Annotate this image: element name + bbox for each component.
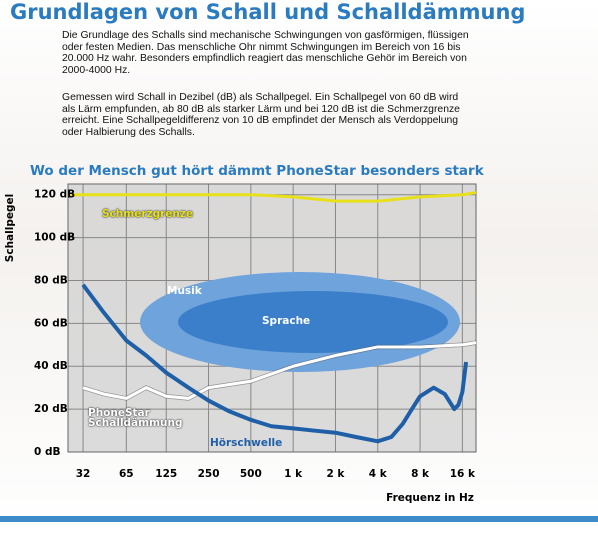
series-line	[81, 283, 469, 444]
y-tick-label: 40 dB	[34, 360, 68, 372]
y-tick-label: 80 dB	[34, 274, 68, 286]
series-line	[82, 341, 477, 400]
y-tick-label: 60 dB	[34, 317, 68, 329]
region-label: Musik	[167, 285, 203, 297]
x-tick-label: 65	[119, 468, 134, 480]
region-label: Sprache	[262, 315, 310, 327]
x-tick-label: 250	[198, 468, 220, 480]
series-label: Hörschwelle	[210, 437, 283, 449]
series-line	[68, 191, 477, 203]
page-title: Grundlagen von Schall und Schalldämmung	[10, 0, 526, 24]
x-tick-label: 500	[240, 468, 262, 480]
x-tick-label: 4 k	[369, 468, 388, 480]
series-label: Schmerzgrenze	[102, 208, 194, 220]
paragraph: Die Grundlage des Schalls sind mechanisc…	[62, 30, 469, 76]
chart-title: Wo der Mensch gut hört dämmt PhoneStar b…	[30, 163, 485, 179]
plot-frame	[67, 183, 477, 453]
x-tick-label: 16 k	[450, 468, 476, 480]
y-axis-label: Schallpegel	[4, 194, 16, 262]
x-tick-label: 2 k	[326, 468, 345, 480]
x-tick-label: 32	[76, 468, 91, 480]
y-tick-label: 100 dB	[34, 232, 75, 244]
series-label: PhoneStar Schalldämmung	[88, 407, 183, 429]
x-tick-label: 1 k	[284, 468, 303, 480]
paragraph: Gemessen wird Schall in Dezibel (dB) als…	[62, 92, 460, 138]
footer-bar	[0, 516, 598, 522]
y-tick-label: 120 dB	[34, 189, 75, 201]
x-tick-label: 8 k	[411, 468, 430, 480]
x-tick-label: 125	[155, 468, 177, 480]
x-axis-label: Frequenz in Hz	[386, 492, 474, 504]
y-tick-label: 20 dB	[34, 403, 68, 415]
y-tick-label: 0 dB	[34, 446, 60, 458]
speech-region	[178, 291, 448, 353]
